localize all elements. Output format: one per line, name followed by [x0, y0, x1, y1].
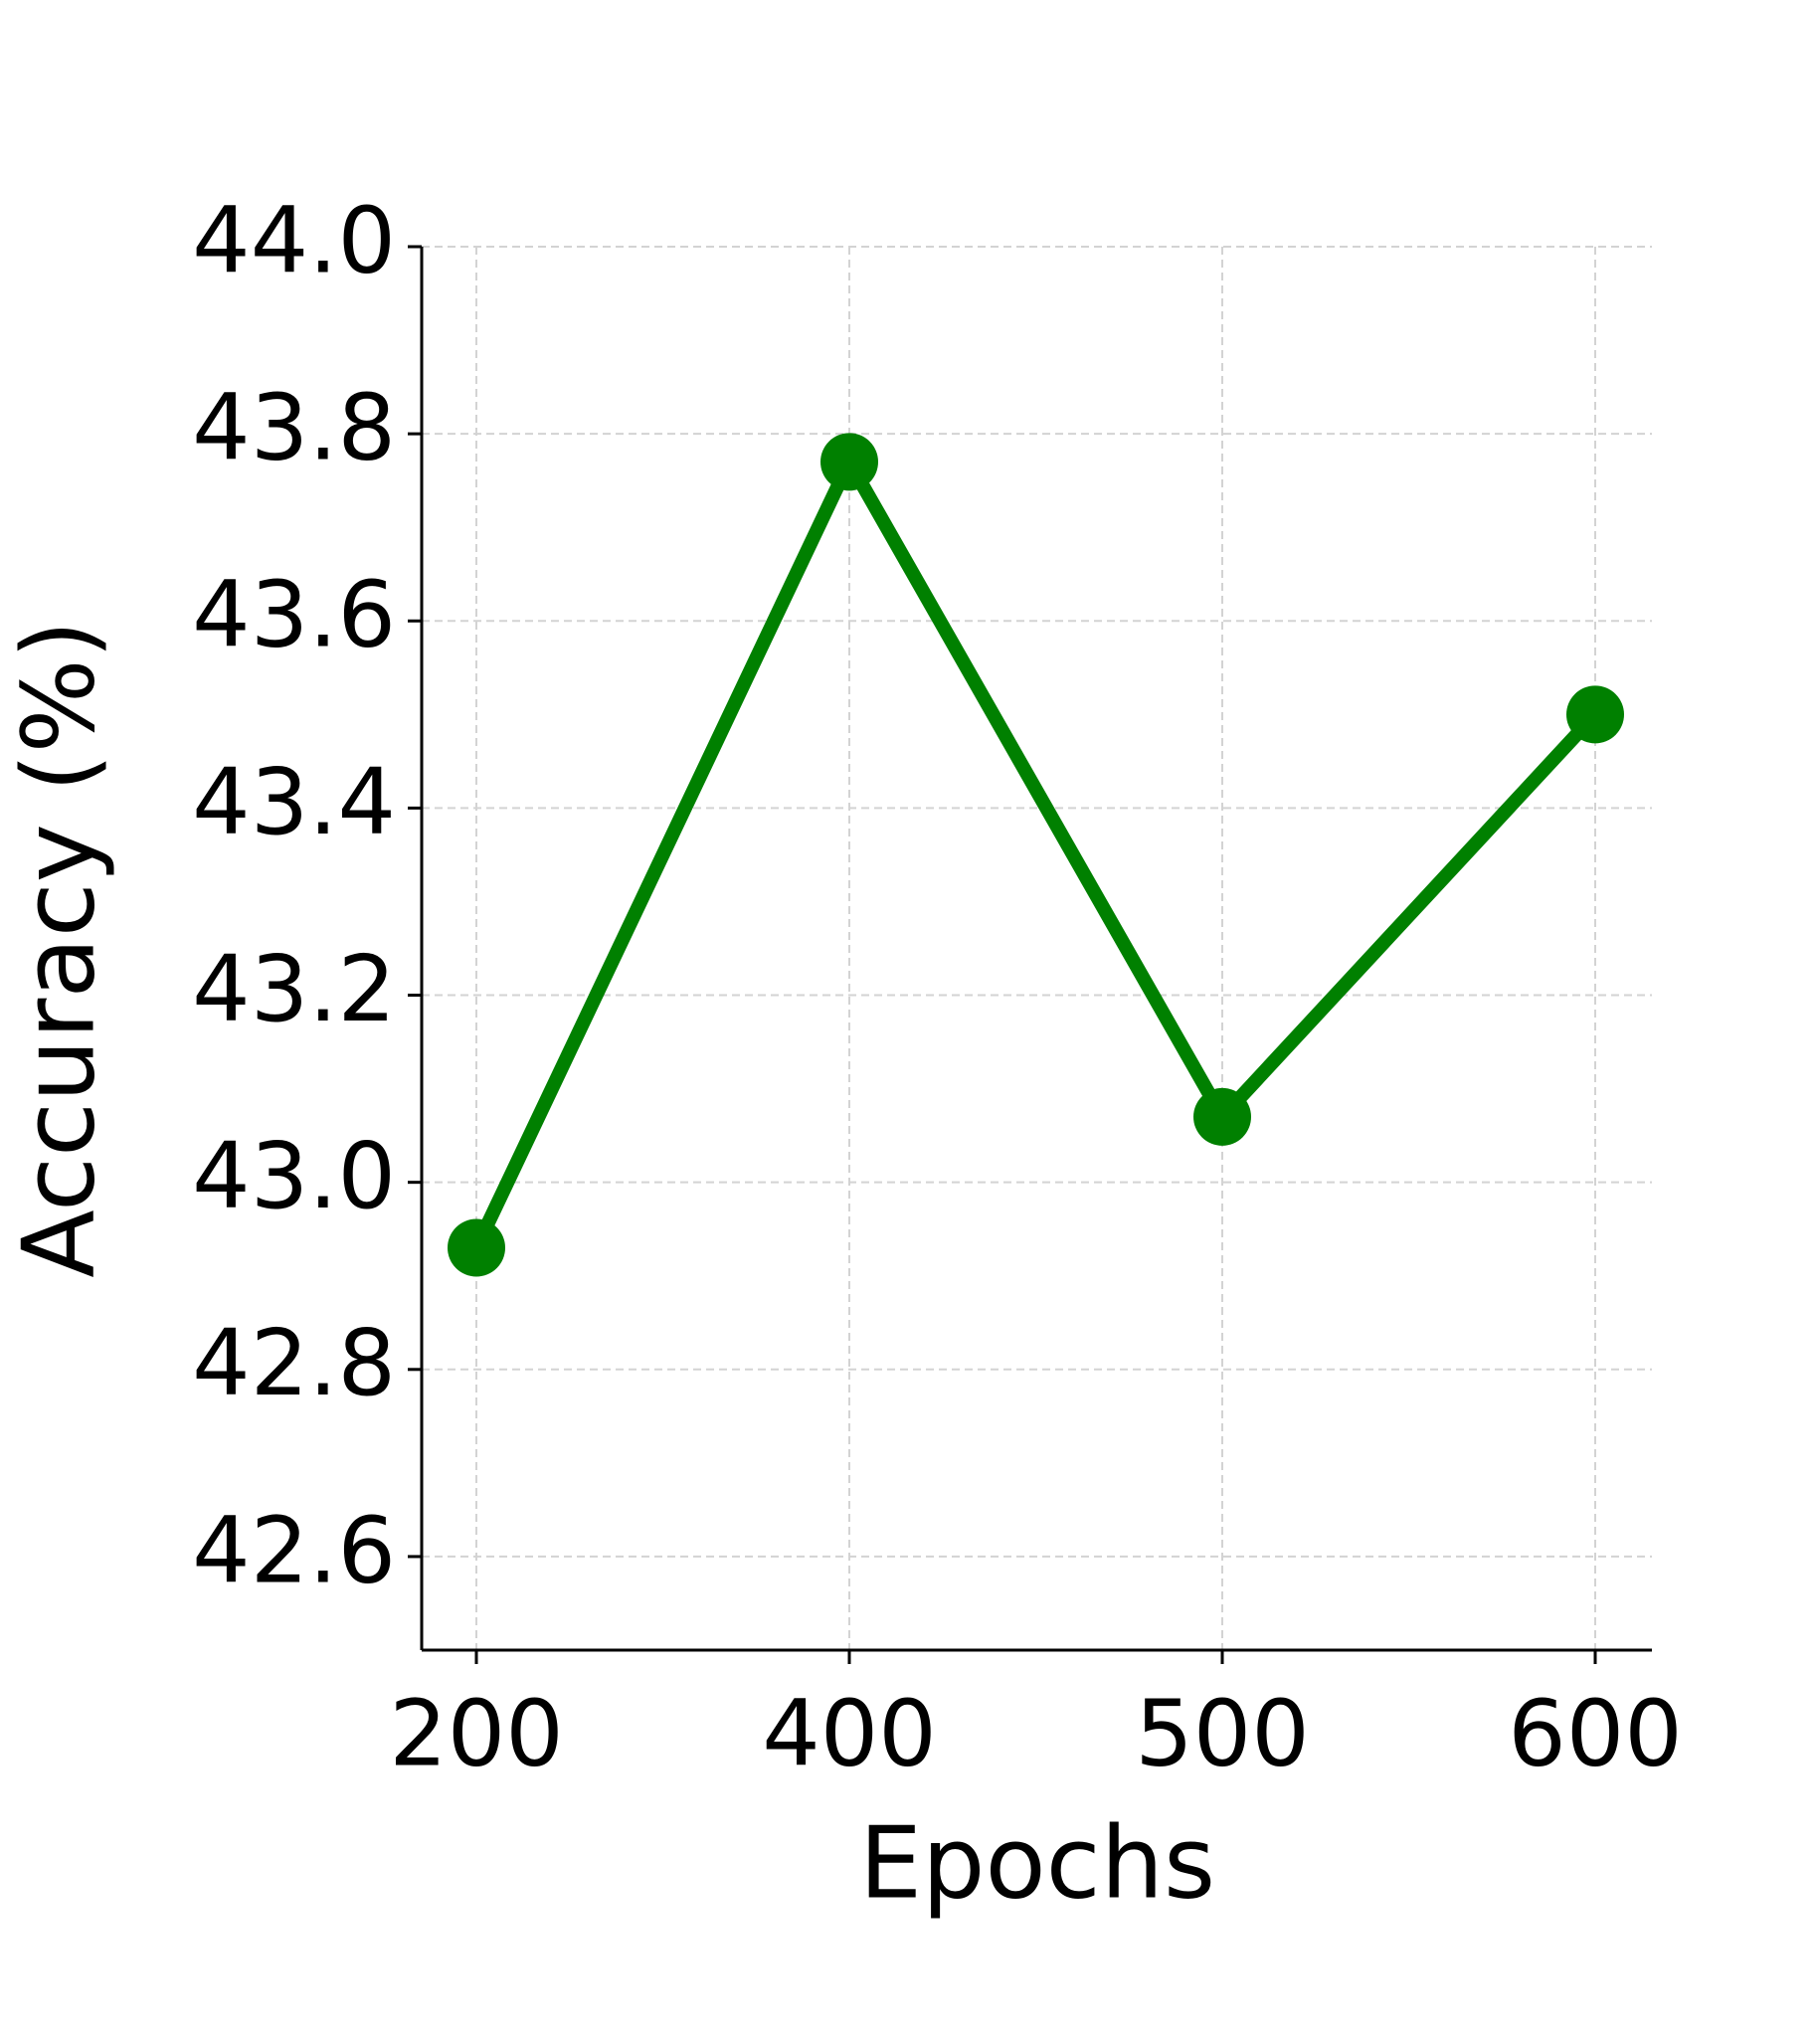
- line: [469, 455, 1601, 1251]
- x-tick-label: 600: [1508, 1680, 1683, 1786]
- y-tick-label: 43.8: [192, 375, 396, 481]
- marker: [1566, 685, 1624, 744]
- y-axis-label: Accuracy (%): [0, 620, 116, 1277]
- x-tick-label: 500: [1135, 1680, 1310, 1786]
- y-tick-label: 43.6: [192, 562, 396, 668]
- x-tick-label: 200: [389, 1680, 564, 1786]
- marker: [1193, 1087, 1251, 1146]
- marker: [820, 433, 878, 491]
- y-tick-label: 42.8: [192, 1310, 396, 1416]
- y-tick-label: 44.0: [192, 187, 396, 293]
- y-tick-label: 43.4: [192, 749, 396, 855]
- y-tick-label: 43.0: [192, 1123, 396, 1229]
- x-tick-label: 400: [762, 1680, 937, 1786]
- marker: [448, 1218, 505, 1277]
- y-tick-label: 42.6: [192, 1497, 396, 1603]
- x-axis-label: Epochs: [859, 1804, 1215, 1921]
- y-tick-label: 43.2: [192, 936, 396, 1042]
